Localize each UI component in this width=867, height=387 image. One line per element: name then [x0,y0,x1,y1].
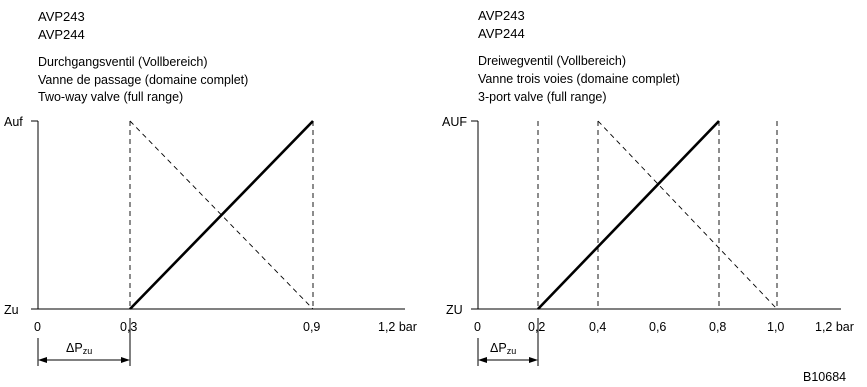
right-model-1: AVP243 [478,8,525,23]
right-delta-arrowhead-left [478,357,487,363]
right-title-en: 3-port valve (full range) [478,90,607,104]
left-closing-line [129,120,314,310]
right-tick-0: 0 [474,320,481,334]
left-delta-label: ΔPzu [66,341,92,356]
right-title-de: Dreiwegventil (Vollbereich) [478,54,626,68]
right-delta-label: ΔPzu [490,341,516,356]
right-closing-line [597,120,778,310]
left-delta-arrowhead-left [38,357,47,363]
left-tick-1-2: 1,2 bar [378,320,417,334]
left-tick-0-3: 0,3 [120,320,137,334]
right-y-label-zu: ZU [446,303,463,317]
right-tick-0-6: 0,6 [649,320,666,334]
left-opening-line [129,120,314,310]
left-tick-0: 0 [34,320,41,334]
right-title-fr: Vanne trois voies (domaine complet) [478,72,680,86]
right-tick-0-2: 0,2 [528,320,545,334]
figure-code: B10684 [803,370,846,384]
left-panel: AVP243 AVP244 Durchgangsventil (Vollbere… [4,9,417,366]
left-title-en: Two-way valve (full range) [38,90,183,104]
right-opening-line [537,120,720,310]
right-model-2: AVP244 [478,26,525,41]
left-y-label-auf: Auf [4,115,23,129]
right-tick-0-4: 0,4 [589,320,606,334]
left-delta-arrowhead-right [121,357,130,363]
right-y-label-auf: AUF [442,115,467,129]
right-panel: AVP243 AVP244 Dreiwegventil (Vollbereich… [442,8,854,366]
left-title-fr: Vanne de passage (domaine complet) [38,73,248,87]
left-tick-0-9: 0,9 [303,320,320,334]
right-tick-0-8: 0,8 [709,320,726,334]
left-model-2: AVP244 [38,27,85,42]
left-y-label-zu: Zu [4,303,19,317]
left-model-1: AVP243 [38,9,85,24]
left-title-de: Durchgangsventil (Vollbereich) [38,55,208,69]
right-tick-1-0: 1,0 [767,320,784,334]
right-tick-1-2: 1,2 bar [815,320,854,334]
right-delta-arrowhead-right [529,357,538,363]
